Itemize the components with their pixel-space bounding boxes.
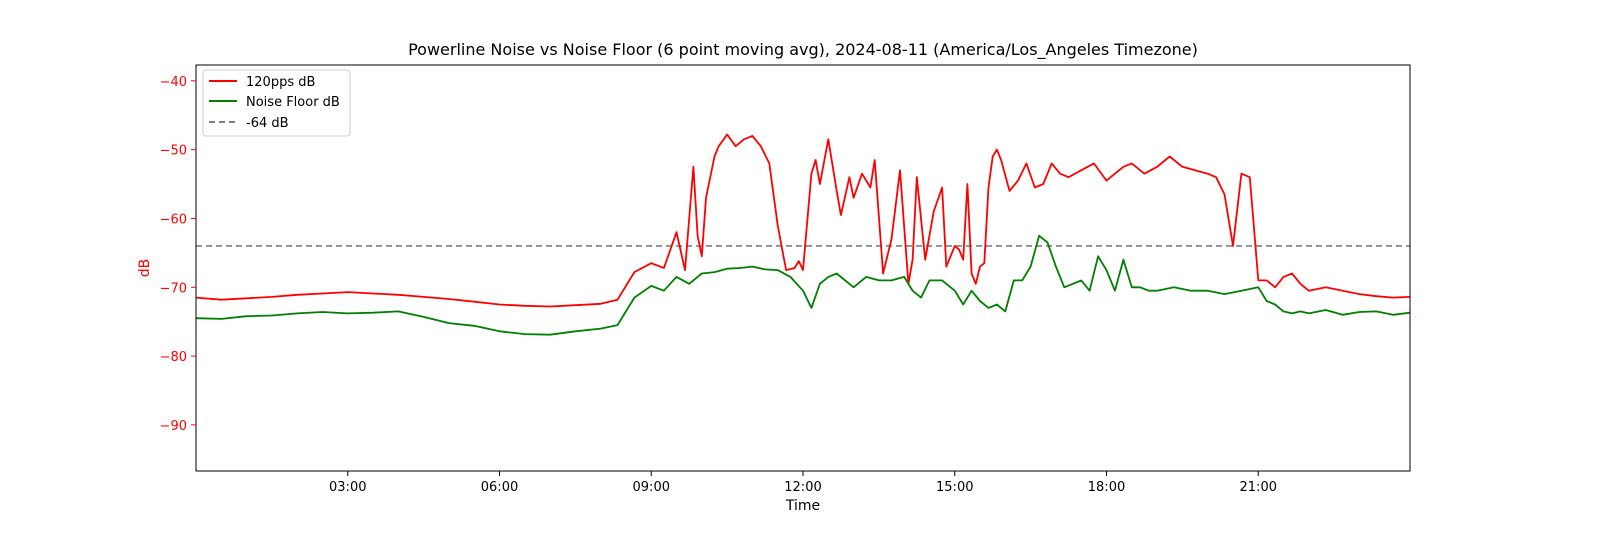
x-tick-label: 12:00: [784, 480, 821, 495]
x-axis-label: Time: [785, 498, 820, 514]
y-tick-label: −60: [160, 212, 187, 227]
legend-label-floor: Noise Floor dB: [246, 95, 340, 110]
legend-label-threshold: -64 dB: [246, 116, 289, 131]
y-axis-label: dB: [137, 259, 153, 278]
series-layer: [195, 133, 1411, 336]
x-tick-label: 06:00: [481, 480, 518, 495]
x-tick-label: 09:00: [633, 480, 670, 495]
y-tick-label: −70: [160, 281, 187, 296]
y-axis: −40 −50 −60 −70 −80 −90: [160, 75, 196, 434]
legend: 120pps dB Noise Floor dB -64 dB: [202, 69, 351, 137]
legend-box: [202, 69, 351, 137]
x-tick-label: 18:00: [1088, 480, 1125, 495]
x-axis: 03:00 06:00 09:00 12:00 15:00 18:00 21:00: [329, 471, 1277, 495]
y-tick-label: −90: [160, 419, 187, 434]
x-tick-label: 15:00: [936, 480, 973, 495]
series-line-120pps: [195, 133, 1411, 308]
series-line-noise-floor: [195, 234, 1411, 336]
legend-label-signal: 120pps dB: [246, 75, 315, 90]
y-tick-label: −40: [160, 75, 187, 90]
x-tick-label: 03:00: [329, 480, 366, 495]
y-tick-label: −80: [160, 350, 187, 365]
y-tick-label: −50: [160, 144, 187, 159]
chart-title: Powerline Noise vs Noise Floor (6 point …: [408, 40, 1198, 60]
x-tick-label: 21:00: [1240, 480, 1277, 495]
